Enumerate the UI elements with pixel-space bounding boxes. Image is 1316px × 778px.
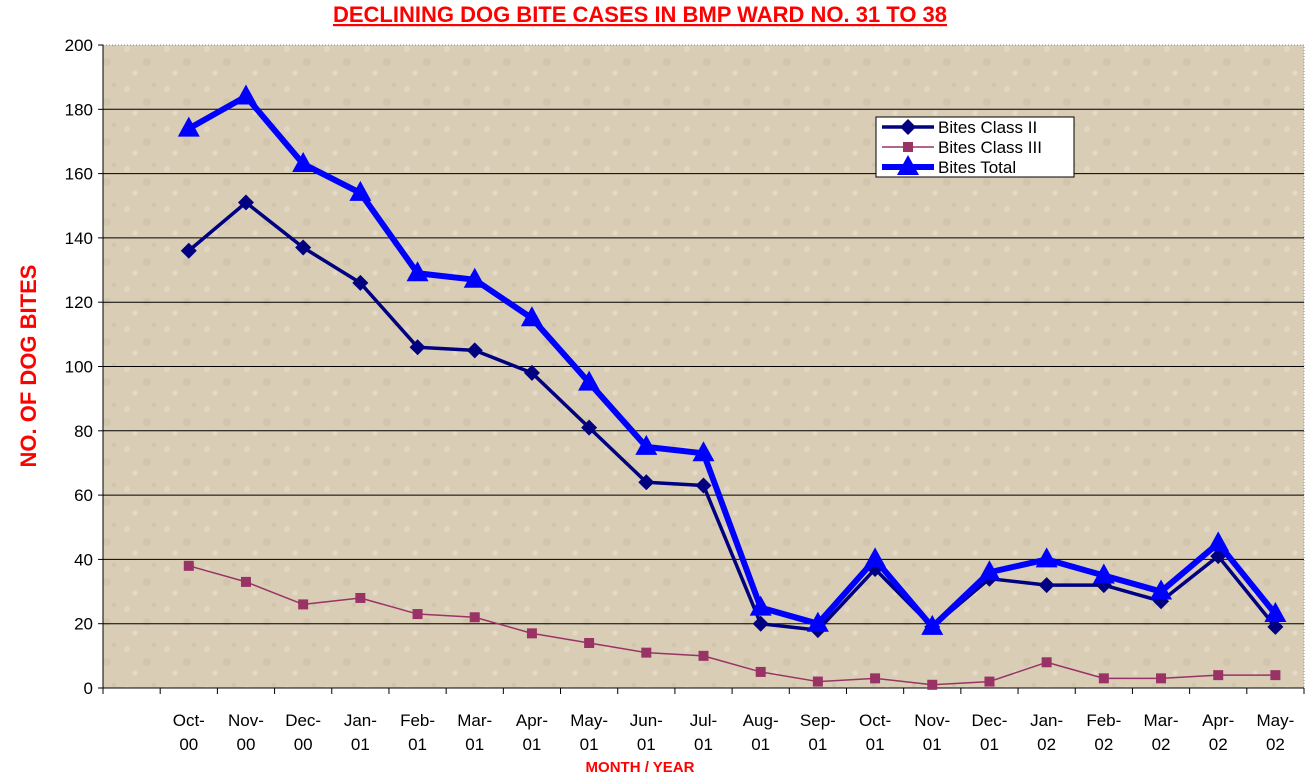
marker: [1267, 618, 1284, 635]
legend-label: Bites Total: [938, 158, 1016, 177]
marker: [1264, 602, 1287, 623]
marker: [295, 239, 312, 256]
marker: [1207, 531, 1230, 552]
x-tick-label: Jan-02: [1030, 711, 1063, 754]
x-tick-label: May-02: [1257, 711, 1295, 754]
y-axis-label: NO. OF DOG BITES: [16, 265, 41, 468]
marker: [921, 614, 944, 635]
marker: [870, 673, 881, 684]
y-tick-label: 120: [65, 293, 93, 312]
marker: [978, 560, 1001, 581]
marker: [581, 419, 598, 436]
x-tick-label: May-01: [570, 711, 608, 754]
marker: [177, 116, 200, 137]
marker: [638, 474, 655, 491]
marker: [355, 592, 366, 603]
marker: [520, 306, 543, 327]
y-tick-label: 80: [74, 422, 93, 441]
marker: [1270, 670, 1281, 681]
marker: [903, 142, 913, 152]
marker: [298, 599, 309, 610]
marker: [927, 679, 938, 690]
x-tick-label: Oct-01: [859, 711, 891, 754]
marker: [641, 647, 652, 658]
marker: [292, 151, 315, 172]
marker: [412, 609, 423, 620]
marker: [749, 595, 772, 616]
x-tick-label: Feb-02: [1086, 711, 1121, 754]
x-tick-label: Jul-01: [690, 711, 717, 754]
marker: [864, 547, 887, 568]
marker: [812, 676, 823, 687]
x-tick-label: Nov-01: [914, 711, 950, 754]
legend-label: Bites Class III: [938, 138, 1042, 157]
x-tick-label: Nov-00: [228, 711, 264, 754]
marker: [755, 666, 766, 677]
chart-title: DECLINING DOG BITE CASES IN BMP WARD NO.…: [333, 2, 947, 27]
marker: [1150, 579, 1173, 600]
y-tick-label: 0: [84, 679, 93, 698]
series-line: [188, 565, 1276, 686]
x-axis-label: MONTH / YEAR: [586, 759, 695, 776]
marker: [900, 119, 916, 135]
marker: [698, 650, 709, 661]
x-tick-label: Aug-01: [743, 711, 779, 754]
marker: [578, 370, 601, 391]
series-line: [187, 93, 1278, 630]
x-tick-label: Dec-00: [285, 711, 321, 754]
marker: [1098, 673, 1109, 684]
marker: [409, 339, 426, 356]
marker: [1041, 657, 1052, 668]
marker: [1092, 563, 1115, 584]
marker: [584, 637, 595, 648]
x-tick-label: Mar-01: [457, 711, 492, 754]
marker: [180, 242, 197, 259]
marker: [897, 155, 919, 175]
y-tick-label: 180: [65, 100, 93, 119]
marker: [237, 194, 254, 211]
x-tick-label: Dec-01: [971, 711, 1007, 754]
marker: [240, 576, 251, 587]
x-tick-label: Jan-01: [344, 711, 377, 754]
marker: [695, 477, 712, 494]
marker: [806, 611, 829, 632]
x-tick-label: Jun-01: [630, 711, 663, 754]
y-tick-label: 40: [74, 550, 93, 569]
marker: [1035, 547, 1058, 568]
legend-label: Bites Class II: [938, 118, 1037, 137]
marker: [1038, 577, 1055, 594]
y-tick-label: 20: [74, 615, 93, 634]
marker: [469, 612, 480, 623]
x-tick-label: Mar-02: [1144, 711, 1179, 754]
marker: [1213, 670, 1224, 681]
marker: [466, 342, 483, 359]
marker: [234, 84, 257, 105]
series-line: [187, 200, 1277, 632]
marker: [183, 560, 194, 571]
marker: [523, 364, 540, 381]
y-tick-label: 60: [74, 486, 93, 505]
x-tick-label: Sep-01: [800, 711, 836, 754]
x-tick-label: Oct-00: [173, 711, 205, 754]
marker: [349, 180, 372, 201]
marker: [692, 441, 715, 462]
x-tick-label: Apr-02: [1202, 711, 1234, 754]
marker: [984, 676, 995, 687]
marker: [635, 434, 658, 455]
x-tick-label: Feb-01: [400, 711, 435, 754]
marker: [752, 615, 769, 632]
marker: [1156, 673, 1167, 684]
x-tick-label: Apr-01: [516, 711, 548, 754]
marker: [526, 628, 537, 639]
marker: [463, 267, 486, 288]
marker: [406, 261, 429, 282]
y-tick-label: 140: [65, 229, 93, 248]
marker: [352, 274, 369, 291]
y-tick-label: 160: [65, 165, 93, 184]
y-tick-label: 200: [65, 36, 93, 55]
y-tick-label: 100: [65, 358, 93, 377]
